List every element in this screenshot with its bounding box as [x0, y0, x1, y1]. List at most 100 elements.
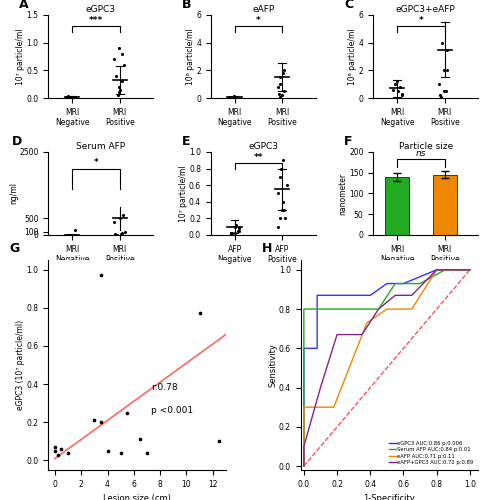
Serum AFP AUC:0.84 p:0.01 — [301, 306, 307, 312]
Text: *: * — [256, 16, 261, 25]
Point — [114, 230, 121, 238]
Text: C: C — [344, 0, 353, 12]
Y-axis label: ng/ml: ng/ml — [9, 182, 18, 204]
Text: **: ** — [254, 153, 263, 162]
Bar — [433, 175, 457, 235]
Point — [275, 90, 283, 98]
Point — [436, 80, 443, 88]
Point — [398, 92, 406, 100]
Point — [236, 224, 243, 232]
Point — [394, 78, 401, 86]
Serum AFP AUC:0.84 p:0.01 — [417, 280, 423, 286]
eGPC3 AUC:0.86 p:0.006 — [326, 292, 332, 298]
Point — [71, 230, 79, 238]
Point — [137, 436, 144, 444]
Point — [274, 83, 282, 91]
Point — [438, 92, 445, 100]
Point — [228, 230, 236, 237]
Serum AFP AUC:0.84 p:0.01 — [376, 306, 382, 312]
Point — [227, 228, 235, 236]
Point — [118, 78, 126, 86]
Point — [97, 272, 105, 280]
eAFP AUC:0.71 p:0.11 — [301, 463, 307, 469]
Point — [113, 72, 120, 80]
Text: *: * — [94, 158, 99, 168]
Point — [119, 211, 127, 219]
Y-axis label: 10⁷ particle/ml: 10⁷ particle/ml — [16, 28, 25, 85]
Point — [117, 449, 125, 457]
Point — [121, 228, 129, 236]
Point — [280, 87, 287, 95]
Point — [65, 230, 72, 238]
Title: Particle size: Particle size — [398, 142, 453, 151]
eAFP+GPC3 AUC:0.72 p:0.89 — [376, 306, 382, 312]
Point — [63, 230, 71, 238]
X-axis label: 1-Specificity: 1-Specificity — [364, 494, 415, 500]
Point — [51, 443, 59, 451]
Text: A: A — [19, 0, 28, 12]
Y-axis label: 10⁶ particle/ml: 10⁶ particle/ml — [348, 28, 357, 85]
Line: eAFP+GPC3 AUC:0.72 p:0.89: eAFP+GPC3 AUC:0.72 p:0.89 — [304, 270, 470, 466]
eAFP+GPC3 AUC:0.72 p:0.89 — [467, 267, 473, 273]
Point — [71, 94, 79, 102]
Point — [116, 86, 124, 94]
Point — [114, 92, 122, 100]
Point — [277, 164, 285, 172]
Point — [62, 93, 70, 101]
Text: r:0.78: r:0.78 — [151, 383, 178, 392]
Text: F: F — [344, 136, 353, 148]
eAFP AUC:0.71 p:0.11 — [384, 306, 390, 312]
eAFP AUC:0.71 p:0.11 — [467, 267, 473, 273]
Point — [97, 418, 105, 426]
Point — [115, 44, 123, 52]
Point — [51, 447, 59, 455]
Point — [71, 231, 79, 239]
Point — [66, 94, 74, 102]
eGPC3 AUC:0.86 p:0.006 — [351, 292, 356, 298]
Text: E: E — [182, 136, 190, 148]
Point — [227, 230, 235, 237]
Point — [394, 87, 401, 95]
Point — [276, 214, 284, 222]
Point — [116, 214, 124, 222]
Point — [279, 92, 286, 100]
Point — [442, 87, 450, 95]
Text: ***: *** — [89, 16, 103, 25]
Point — [65, 230, 73, 238]
Point — [230, 92, 238, 100]
eGPC3 AUC:0.86 p:0.006 — [301, 346, 307, 352]
eGPC3 AUC:0.86 p:0.006 — [368, 292, 373, 298]
eAFP+GPC3 AUC:0.72 p:0.89 — [359, 332, 365, 338]
Title: eAFP: eAFP — [252, 5, 274, 14]
Point — [90, 416, 98, 424]
Text: p <0.001: p <0.001 — [151, 406, 194, 416]
Y-axis label: eGPC3 (10⁷ particle/ml): eGPC3 (10⁷ particle/ml) — [16, 320, 25, 410]
Point — [440, 87, 448, 95]
eAFP+GPC3 AUC:0.72 p:0.89 — [434, 267, 440, 273]
Point — [279, 198, 287, 206]
eGPC3 AUC:0.86 p:0.006 — [301, 463, 307, 469]
Serum AFP AUC:0.84 p:0.01 — [301, 463, 307, 469]
Title: eGPC3: eGPC3 — [248, 142, 278, 151]
Point — [396, 83, 403, 91]
Point — [57, 445, 65, 453]
eAFP AUC:0.71 p:0.11 — [434, 267, 440, 273]
Text: G: G — [9, 242, 19, 254]
eAFP+GPC3 AUC:0.72 p:0.89 — [334, 332, 340, 338]
Point — [283, 181, 290, 189]
Point — [442, 46, 450, 54]
Point — [196, 310, 203, 318]
Point — [111, 230, 119, 238]
Point — [443, 66, 451, 74]
Point — [118, 230, 126, 237]
Title: Serum AFP: Serum AFP — [76, 142, 125, 151]
eAFP+GPC3 AUC:0.72 p:0.89 — [317, 384, 323, 390]
Title: eGPC3: eGPC3 — [85, 5, 116, 14]
eAFP+GPC3 AUC:0.72 p:0.89 — [301, 444, 307, 450]
Point — [118, 50, 126, 58]
Point — [389, 86, 397, 94]
Point — [231, 228, 239, 236]
Point — [112, 230, 120, 238]
Point — [230, 94, 238, 102]
eGPC3 AUC:0.86 p:0.006 — [334, 292, 340, 298]
